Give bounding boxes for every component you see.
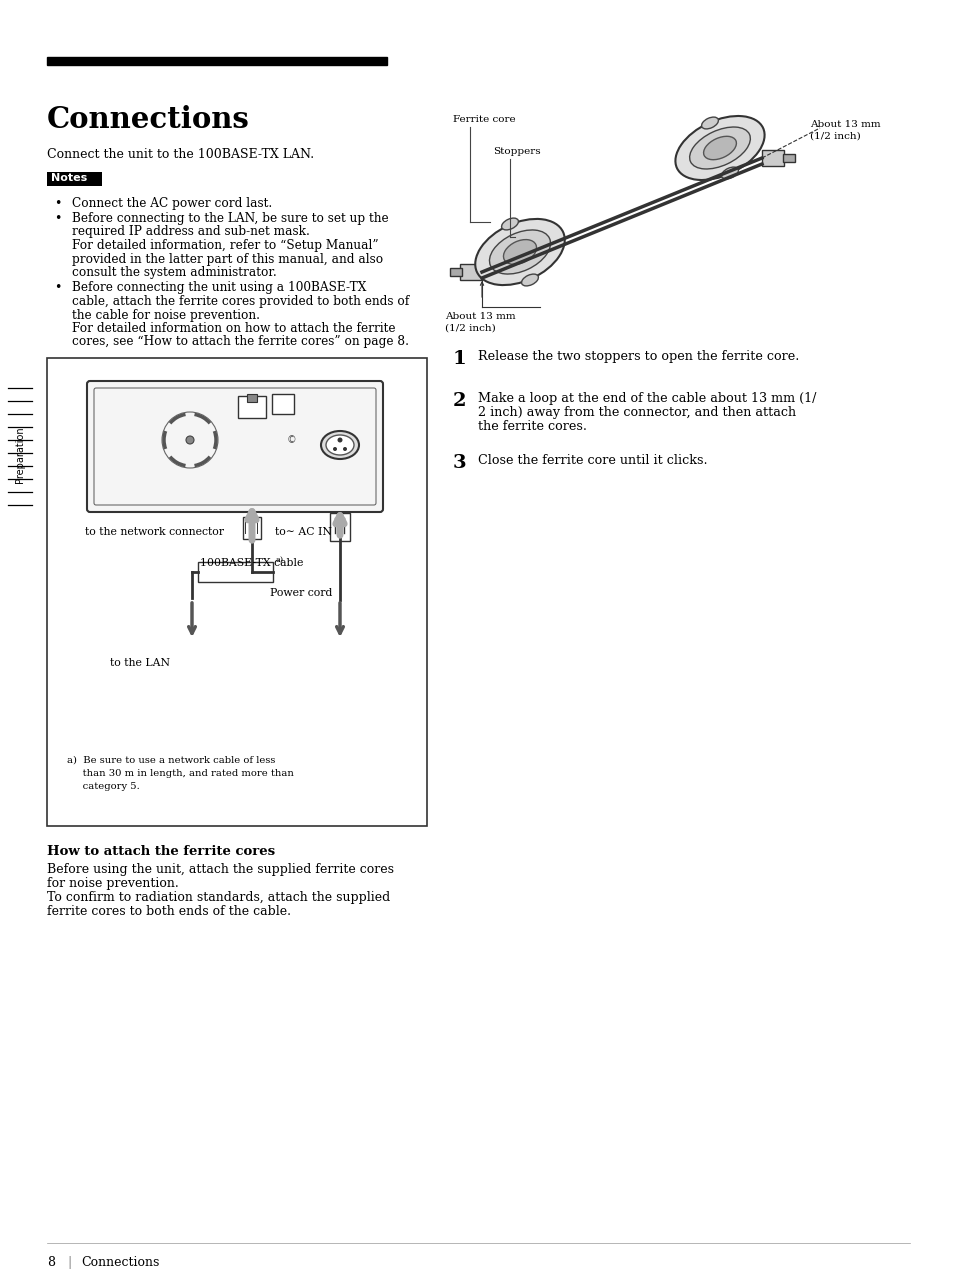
Text: consult the system administrator.: consult the system administrator.: [71, 266, 276, 279]
Text: category 5.: category 5.: [67, 782, 139, 791]
Bar: [47, 57, 387, 65]
Ellipse shape: [720, 167, 738, 178]
Text: •: •: [54, 211, 62, 225]
Text: to the LAN: to the LAN: [110, 657, 170, 668]
Text: than 30 m in length, and rated more than: than 30 m in length, and rated more than: [67, 769, 294, 778]
Text: •: •: [54, 282, 62, 294]
Ellipse shape: [326, 434, 354, 455]
Text: Preparation: Preparation: [15, 427, 25, 483]
Bar: [782, 154, 794, 162]
Text: a): a): [275, 555, 284, 564]
Text: 1: 1: [453, 350, 466, 368]
Bar: [237, 396, 266, 418]
Ellipse shape: [501, 218, 517, 229]
Text: Connections: Connections: [81, 1256, 159, 1269]
Text: Connect the unit to the 100BASE-TX LAN.: Connect the unit to the 100BASE-TX LAN.: [47, 148, 314, 161]
Ellipse shape: [475, 219, 564, 285]
Bar: [243, 517, 261, 539]
Text: About 13 mm
(1/2 inch): About 13 mm (1/2 inch): [809, 120, 880, 141]
Text: 3: 3: [453, 454, 466, 471]
Text: |: |: [67, 1256, 71, 1269]
Text: cores, see “How to attach the ferrite cores” on page 8.: cores, see “How to attach the ferrite co…: [71, 335, 409, 349]
Text: Connect the AC power cord last.: Connect the AC power cord last.: [71, 197, 272, 210]
Text: About 13 mm
(1/2 inch): About 13 mm (1/2 inch): [444, 312, 515, 333]
Ellipse shape: [503, 240, 536, 265]
Text: Notes: Notes: [51, 173, 87, 183]
Text: Connections: Connections: [47, 104, 250, 134]
Circle shape: [333, 447, 336, 451]
Bar: [247, 394, 256, 403]
Circle shape: [343, 447, 347, 451]
Text: How to attach the ferrite cores: How to attach the ferrite cores: [47, 845, 274, 857]
Text: 8: 8: [47, 1256, 55, 1269]
Ellipse shape: [489, 231, 550, 274]
Text: Before using the unit, attach the supplied ferrite cores: Before using the unit, attach the suppli…: [47, 862, 394, 877]
Text: the cable for noise prevention.: the cable for noise prevention.: [71, 308, 260, 321]
Ellipse shape: [700, 117, 718, 129]
Text: For detailed information, refer to “Setup Manual”: For detailed information, refer to “Setu…: [71, 240, 378, 252]
Text: For detailed information on how to attach the ferrite: For detailed information on how to attac…: [71, 322, 395, 335]
Ellipse shape: [675, 116, 763, 180]
Text: Stoppers: Stoppers: [493, 147, 540, 155]
Text: 2: 2: [453, 392, 466, 410]
Ellipse shape: [689, 127, 750, 169]
Ellipse shape: [703, 136, 736, 159]
Text: ferrite cores to both ends of the cable.: ferrite cores to both ends of the cable.: [47, 905, 291, 919]
Bar: [272, 394, 294, 414]
Bar: [47, 172, 102, 186]
Text: Ferrite core: Ferrite core: [453, 115, 515, 124]
Circle shape: [337, 437, 342, 442]
Bar: [47, 358, 427, 826]
FancyBboxPatch shape: [87, 381, 382, 512]
Bar: [450, 268, 461, 276]
Text: To confirm to radiation standards, attach the supplied: To confirm to radiation standards, attac…: [47, 891, 390, 905]
Text: Release the two stoppers to open the ferrite core.: Release the two stoppers to open the fer…: [477, 350, 799, 363]
Text: to the network connector: to the network connector: [85, 527, 224, 538]
Text: ©: ©: [287, 434, 296, 445]
Text: for noise prevention.: for noise prevention.: [47, 877, 178, 891]
Ellipse shape: [521, 274, 537, 285]
Text: •: •: [54, 197, 62, 210]
Text: Before connecting to the LAN, be sure to set up the: Before connecting to the LAN, be sure to…: [71, 211, 388, 225]
Text: Close the ferrite core until it clicks.: Close the ferrite core until it clicks.: [477, 454, 707, 468]
Bar: [198, 562, 273, 582]
Bar: [761, 150, 783, 166]
Circle shape: [186, 436, 193, 445]
Text: 100BASE-TX cable: 100BASE-TX cable: [200, 558, 303, 568]
Bar: [330, 513, 350, 541]
Text: provided in the latter part of this manual, and also: provided in the latter part of this manu…: [71, 252, 383, 265]
Text: 2 inch) away from the connector, and then attach: 2 inch) away from the connector, and the…: [477, 406, 796, 419]
Ellipse shape: [320, 431, 358, 459]
Text: Make a loop at the end of the cable about 13 mm (1/: Make a loop at the end of the cable abou…: [477, 392, 816, 405]
Text: a)  Be sure to use a network cable of less: a) Be sure to use a network cable of les…: [67, 755, 275, 764]
Bar: [459, 264, 481, 280]
Text: cable, attach the ferrite cores provided to both ends of: cable, attach the ferrite cores provided…: [71, 296, 409, 308]
Text: required IP address and sub-net mask.: required IP address and sub-net mask.: [71, 225, 310, 238]
Text: Before connecting the unit using a 100BASE-TX: Before connecting the unit using a 100BA…: [71, 282, 366, 294]
Text: the ferrite cores.: the ferrite cores.: [477, 420, 586, 433]
Text: to∼ AC IN: to∼ AC IN: [274, 527, 332, 538]
Text: Power cord: Power cord: [270, 589, 332, 598]
